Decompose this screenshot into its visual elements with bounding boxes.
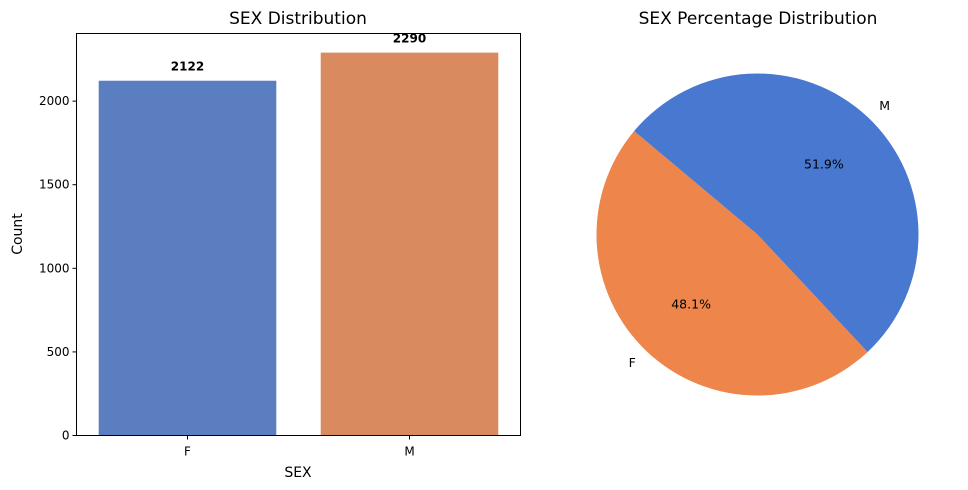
bar-value-label-bg — [387, 30, 432, 48]
bar-value-label-bg — [165, 58, 210, 76]
y-tick-label: 0 — [62, 429, 70, 443]
bar-chart-panel: SEX Distribution 0 500 1000 1500 2000 2122 22… — [10, 9, 521, 481]
bar-m — [320, 52, 499, 436]
x-tick-label: F — [184, 445, 191, 459]
bar-plot-frame — [76, 33, 521, 436]
pie-chart-panel: SEX Percentage Distribution F 48.1% M 51.9% — [596, 9, 919, 396]
bar-y-ticks: 0 500 1000 1500 2000 — [39, 94, 77, 443]
bar-f — [98, 80, 277, 436]
pie-slice-f — [596, 131, 868, 396]
y-tick-label: 2000 — [39, 94, 70, 108]
pie-slice-m — [634, 73, 919, 352]
y-tick-label: 1500 — [39, 178, 70, 192]
pie-category-label: F — [629, 355, 636, 370]
x-tick-label: M — [404, 445, 414, 459]
pie-percent-label: 48.1% — [671, 297, 711, 312]
bar-y-axis-label: Count — [10, 213, 26, 255]
y-tick-label: 500 — [47, 345, 70, 359]
pie-slices — [596, 73, 919, 396]
pie-percent-label: 51.9% — [804, 156, 844, 171]
y-tick-label: 1000 — [39, 261, 70, 275]
bar-value-label: 2122 — [171, 60, 204, 74]
pie-chart-title: SEX Percentage Distribution — [639, 9, 878, 29]
pie-labels: F 48.1% M 51.9% — [629, 98, 890, 370]
bar-x-axis-label: SEX — [284, 465, 312, 481]
bar-marks — [98, 52, 499, 436]
bar-value-labels: 2122 2290 — [165, 30, 432, 76]
bar-value-label: 2290 — [393, 32, 426, 46]
bar-chart-title: SEX Distribution — [229, 9, 367, 29]
pie-category-label: M — [879, 98, 890, 113]
